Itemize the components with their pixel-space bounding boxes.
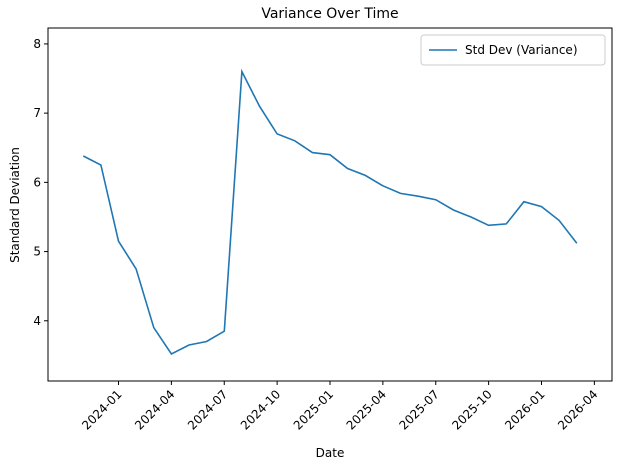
x-tick-label: 2024-10 [238,387,283,432]
y-tick-label: 4 [33,314,41,328]
y-axis-label: Standard Deviation [8,147,22,263]
y-tick-label: 6 [33,175,41,189]
chart-title: Variance Over Time [261,6,398,22]
legend-label: Std Dev (Variance) [465,43,578,57]
y-tick-label: 8 [33,37,41,51]
x-tick-label: 2024-04 [132,387,177,432]
data-line [82,68,578,356]
y-tick-label: 5 [33,245,41,259]
plot-frame [47,27,613,382]
x-tick-label: 2025-10 [449,387,494,432]
x-tick-label: 2024-07 [185,387,230,432]
x-tick-label: 2026-04 [555,387,600,432]
x-tick-label: 2025-04 [344,387,389,432]
x-tick-label: 2024-01 [79,387,124,432]
legend-box [420,34,606,66]
x-tick-label: 2025-01 [291,387,336,432]
y-tick-label: 7 [33,106,41,120]
x-tick-label: 2025-07 [397,387,442,432]
x-tick-label: 2026-01 [502,387,547,432]
x-axis-label: Date [316,446,345,460]
